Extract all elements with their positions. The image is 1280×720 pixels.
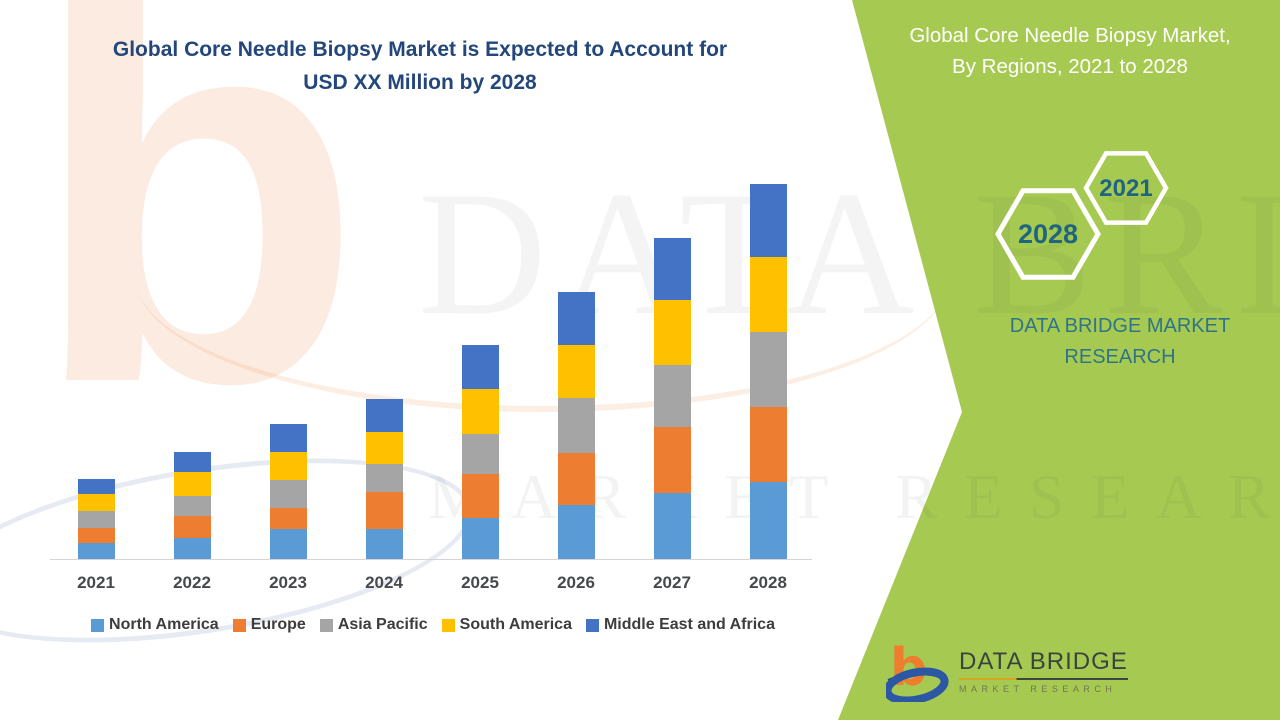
bar-segment-asia-pacific (174, 496, 211, 516)
bar-segment-middle-east-and-africa (366, 399, 403, 432)
bar-segment-asia-pacific (654, 365, 691, 427)
bar-segment-middle-east-and-africa (654, 238, 691, 300)
watermark-orange-arc (135, 140, 950, 412)
bar-segment-north-america (462, 518, 499, 559)
bar-segment-south-america (174, 472, 211, 496)
bar-segment-south-america (558, 345, 595, 398)
x-axis-label-2028: 2028 (749, 573, 787, 592)
bar-segment-europe (270, 508, 307, 529)
legend-swatch-icon (585, 618, 599, 632)
bar-segment-north-america (558, 505, 595, 559)
bar-segment-europe (654, 427, 691, 493)
legend-item-south-america: South America (441, 616, 572, 634)
logo-tagline: MARKET RESEARCH (959, 684, 1117, 694)
bar-segment-asia-pacific (750, 332, 787, 407)
bar-segment-middle-east-and-africa (558, 292, 595, 345)
legend-swatch-icon (319, 618, 333, 632)
hexagon-front-year: 2021 (1099, 175, 1152, 202)
logo-blue-ellipse (886, 667, 949, 702)
legend-label: Middle East and Africa (603, 616, 775, 633)
logo-text: DATA BRIDGE MARKET RESEARCH (959, 648, 1128, 694)
bar-segment-north-america (270, 529, 307, 559)
bar-segment-south-america (366, 432, 403, 464)
legend-label: Europe (250, 616, 306, 633)
bar-segment-south-america (750, 257, 787, 332)
legend-item-north-america: North America (91, 616, 219, 634)
bar-segment-south-america (78, 494, 115, 511)
side-panel-brand-line1: DATA BRIDGE MARKET (1009, 315, 1231, 337)
bar-segment-north-america (366, 529, 403, 559)
x-axis-label-2022: 2022 (173, 573, 211, 592)
bar-2023 (270, 424, 307, 559)
legend-item-asia-pacific: Asia Pacific (319, 616, 428, 634)
chart-title-line1: Global Core Needle Biopsy Market is Expe… (112, 38, 728, 61)
x-axis-label-2027: 2027 (653, 573, 691, 592)
hexagon-back-year: 2028 (1018, 219, 1078, 249)
bar-group (78, 0, 787, 559)
bar-segment-middle-east-and-africa (78, 479, 115, 494)
bar-segment-north-america (654, 493, 691, 559)
chart-title: Global Core Needle Biopsy Market is Expe… (50, 33, 790, 99)
legend-label: Asia Pacific (337, 616, 428, 633)
x-axis-label-2024: 2024 (365, 573, 403, 592)
bar-segment-asia-pacific (366, 464, 403, 492)
bar-segment-middle-east-and-africa (270, 424, 307, 452)
hexagon-2021-icon (1083, 151, 1169, 225)
x-axis-label-2021: 2021 (77, 573, 115, 592)
bar-segment-middle-east-and-africa (462, 345, 499, 389)
legend-label: North America (109, 616, 219, 633)
bar-segment-europe (78, 528, 115, 543)
side-panel-brand: DATA BRIDGE MARKET RESEARCH (953, 311, 1280, 373)
bar-segment-south-america (462, 389, 499, 434)
bar-segment-europe (558, 453, 595, 505)
bar-segment-north-america (78, 543, 115, 559)
chart-legend: North America Europe Asia Pacific South Ame… (50, 616, 816, 634)
x-axis-label-2026: 2026 (557, 573, 595, 592)
side-panel-heading-line2: By Regions, 2021 to 2028 (952, 55, 1188, 78)
logo-name: DATA BRIDGE (959, 648, 1128, 675)
bar-2026 (558, 292, 595, 559)
bar-segment-middle-east-and-africa (174, 452, 211, 472)
side-panel-heading-line1: Global Core Needle Biopsy Market, (909, 24, 1231, 47)
bar-segment-south-america (654, 300, 691, 365)
data-bridge-logo-icon: b (886, 640, 949, 702)
legend-swatch-icon (441, 618, 455, 632)
company-logo: b DATA BRIDGE MARKET RESEARCH (886, 640, 1128, 702)
bar-segment-south-america (270, 452, 307, 480)
year-hexagons: 2028 2021 (995, 151, 1169, 280)
chart-title-line2: USD XX Million by 2028 (303, 71, 537, 94)
logo-divider (959, 678, 1128, 680)
legend-item-europe: Europe (232, 616, 306, 634)
bar-segment-middle-east-and-africa (750, 184, 787, 257)
hexagon-2028-icon (995, 188, 1101, 280)
bar-2021 (78, 479, 115, 559)
bar-segment-asia-pacific (558, 398, 595, 453)
bar-segment-north-america (174, 538, 211, 559)
bar-segment-asia-pacific (462, 434, 499, 474)
side-panel-brand-line2: RESEARCH (1064, 346, 1176, 368)
bar-segment-europe (366, 492, 403, 529)
x-axis-line (50, 559, 812, 560)
bar-2025 (462, 345, 499, 559)
legend-item-middle-east-and-africa: Middle East and Africa (585, 616, 775, 634)
bar-2028 (750, 184, 787, 559)
bar-2024 (366, 399, 403, 559)
x-axis-label-2025: 2025 (461, 573, 499, 592)
bar-segment-europe (462, 474, 499, 518)
bar-segment-europe (174, 516, 211, 538)
bar-segment-asia-pacific (78, 511, 115, 528)
x-axis-label-2023: 2023 (269, 573, 307, 592)
legend-swatch-icon (232, 618, 246, 632)
bar-segment-asia-pacific (270, 480, 307, 508)
legend-label: South America (459, 616, 572, 633)
side-panel-heading: Global Core Needle Biopsy Market, By Reg… (868, 20, 1272, 82)
legend-swatch-icon (91, 618, 105, 632)
bar-2022 (174, 452, 211, 559)
x-axis-labels: 2021 2022 2023 2024 2025 2026 2027 2028 (48, 573, 816, 593)
bar-segment-north-america (750, 482, 787, 559)
bar-2027 (654, 238, 691, 559)
bar-segment-europe (750, 407, 787, 482)
